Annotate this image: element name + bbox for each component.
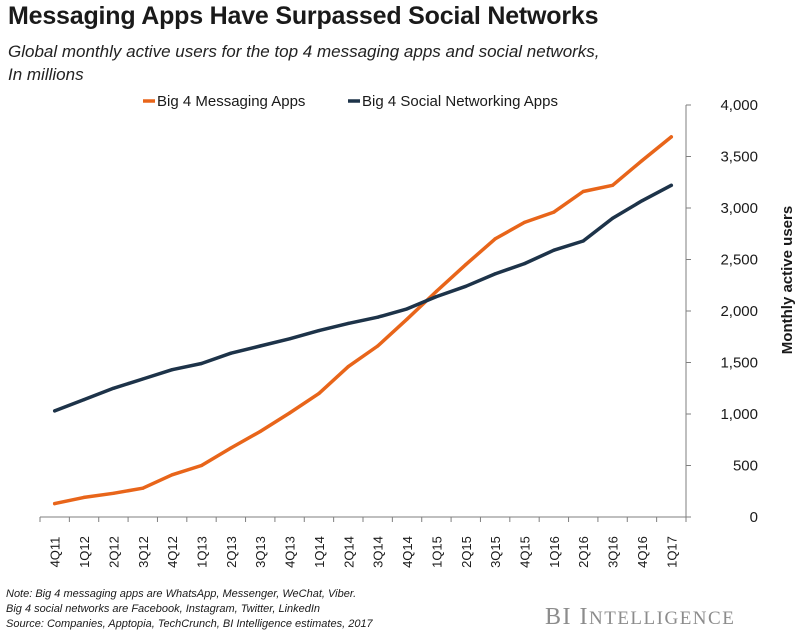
messaging-data-point [229,446,233,450]
messaging-data-point [669,135,673,139]
x-tick-label: 1Q17 [664,536,679,568]
social-series-line [52,183,674,413]
legend-social-label: Big 4 Social Networking Apps [362,93,558,110]
messaging-data-point [493,237,497,241]
social-data-point [199,361,204,366]
legend-messaging-label: Big 4 Messaging Apps [157,93,305,110]
social-data-point [317,329,321,333]
social-data-point [405,307,409,311]
social-data-point [464,284,468,288]
messaging-data-point [317,391,321,395]
messaging-data-point [111,491,115,495]
messaging-data-point [640,159,644,163]
messaging-series-line [52,135,674,506]
messaging-data-point [464,263,468,267]
y-tick-label: 3,500 [720,149,758,166]
messaging-data-point [581,189,585,194]
x-tick-label: 1Q13 [195,536,210,568]
y-tick-label: 1,000 [720,406,758,423]
social-data-point [493,272,497,276]
social-data-point [258,344,262,348]
x-tick-label: 4Q13 [283,536,298,568]
bi-intelligence-logo: BI INTELLIGENCE [545,604,736,630]
x-tick-label: 4Q11 [48,537,63,568]
x-tick-label: 4Q12 [165,536,180,568]
messaging-data-point [522,220,527,224]
y-tick-label: 2,000 [720,303,758,320]
social-data-point [346,321,350,325]
messaging-data-point [53,502,57,506]
footnotes: Note: Big 4 messaging apps are WhatsApp,… [6,587,373,632]
social-data-point [552,248,556,252]
note-messaging: Note: Big 4 messaging apps are WhatsApp,… [6,588,357,600]
x-tick-label: 2Q13 [224,536,239,568]
y-tick-label: 0 [750,509,758,526]
x-tick-label: 3Q13 [253,536,268,568]
legend: Big 4 Messaging Apps Big 4 Social Network… [143,93,558,110]
x-tick-label: 2Q12 [106,536,121,568]
social-data-point [53,409,57,413]
messaging-data-point [82,495,86,499]
messaging-data-point [611,183,615,187]
messaging-data-point [376,344,380,348]
y-tick-label: 500 [733,458,758,475]
x-tick-label: 2Q16 [576,536,591,568]
note-source: Source: Companies, Apptopia, TechCrunch,… [6,618,373,630]
social-data-point [141,377,145,381]
social-data-point [376,315,380,319]
messaging-data-point [552,210,556,214]
social-data-point [288,337,292,341]
messaging-data-point [199,463,204,468]
social-data-point [669,183,673,187]
y-tick-label: 4,000 [720,97,758,114]
x-tick-label: 3Q12 [136,536,151,568]
x-tick-label: 2Q14 [341,536,356,568]
x-tick-label: 4Q16 [635,536,650,568]
social-data-point [640,199,644,203]
note-social: Big 4 social networks are Facebook, Inst… [6,603,321,615]
x-tick-label: 2Q15 [459,536,474,568]
social-data-point [611,216,615,220]
messaging-data-point [434,289,438,293]
y-tick-label: 3,000 [720,200,758,217]
x-tick-label: 3Q16 [606,536,621,568]
chart-title: Messaging Apps Have Surpassed Social Net… [8,2,599,30]
subtitle-line-2: In millions [8,65,84,84]
series-lines [52,135,674,506]
x-tick-label: 1Q16 [547,536,562,568]
x-tick-label: 4Q15 [518,536,533,568]
social-data-point [82,398,86,402]
x-tick-label: 1Q12 [77,536,92,568]
chart-subtitle: Global monthly active users for the top … [8,40,708,86]
social-data-point [581,239,585,243]
x-tick-label: 3Q14 [371,536,386,568]
axis-labels: 0 500 1,000 1,500 2,000 2,500 3,000 3,500 4,000 4… [48,97,796,568]
x-tick-label: 3Q15 [488,536,503,568]
axes [39,104,691,522]
social-data-point [170,368,174,372]
messaging-data-point [258,429,262,434]
subtitle-line-1: Global monthly active users for the top … [8,42,600,61]
social-data-point [434,295,438,299]
messaging-data-point [141,486,145,490]
social-data-point [111,386,115,390]
y-tick-label: 2,500 [720,252,758,269]
y-axis-title: Monthly active users [779,206,796,354]
x-tick-label: 1Q14 [312,536,327,568]
social-data-point [229,351,233,355]
x-tick-label: 1Q15 [429,536,444,568]
messaging-data-point [405,317,409,321]
messaging-data-point [288,411,292,415]
social-data-point [522,262,527,266]
x-tick-label: 4Q14 [400,536,415,568]
messaging-data-point [346,365,350,369]
messaging-data-point [170,473,174,477]
y-tick-label: 1,500 [720,355,758,372]
